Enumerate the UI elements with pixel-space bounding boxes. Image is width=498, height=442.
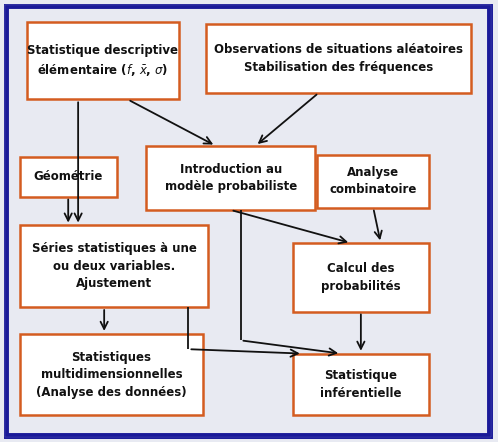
Text: Statistiques
multidimensionnelles
(Analyse des données): Statistiques multidimensionnelles (Analy… <box>36 351 187 399</box>
FancyBboxPatch shape <box>7 7 489 435</box>
FancyBboxPatch shape <box>293 243 429 312</box>
Text: Calcul des
probabilités: Calcul des probabilités <box>321 262 401 293</box>
FancyBboxPatch shape <box>146 146 315 210</box>
FancyBboxPatch shape <box>20 334 203 415</box>
Text: Statistique descriptive
élémentaire ($f$, $\bar{x}$, $\sigma$): Statistique descriptive élémentaire ($f$… <box>27 44 178 78</box>
FancyBboxPatch shape <box>317 155 429 208</box>
Text: Séries statistiques à une
ou deux variables.
Ajustement: Séries statistiques à une ou deux variab… <box>32 242 197 290</box>
FancyBboxPatch shape <box>27 22 179 99</box>
Text: Introduction au
modèle probabiliste: Introduction au modèle probabiliste <box>164 163 297 193</box>
Text: Statistique
inférentielle: Statistique inférentielle <box>320 369 401 400</box>
FancyBboxPatch shape <box>20 225 208 307</box>
Text: Analyse
combinatoire: Analyse combinatoire <box>330 166 417 197</box>
Text: Géométrie: Géométrie <box>33 170 103 183</box>
FancyBboxPatch shape <box>206 24 471 93</box>
FancyBboxPatch shape <box>20 157 117 197</box>
FancyBboxPatch shape <box>293 354 429 415</box>
Text: Observations de situations aléatoires
Stabilisation des fréquences: Observations de situations aléatoires St… <box>214 43 463 74</box>
